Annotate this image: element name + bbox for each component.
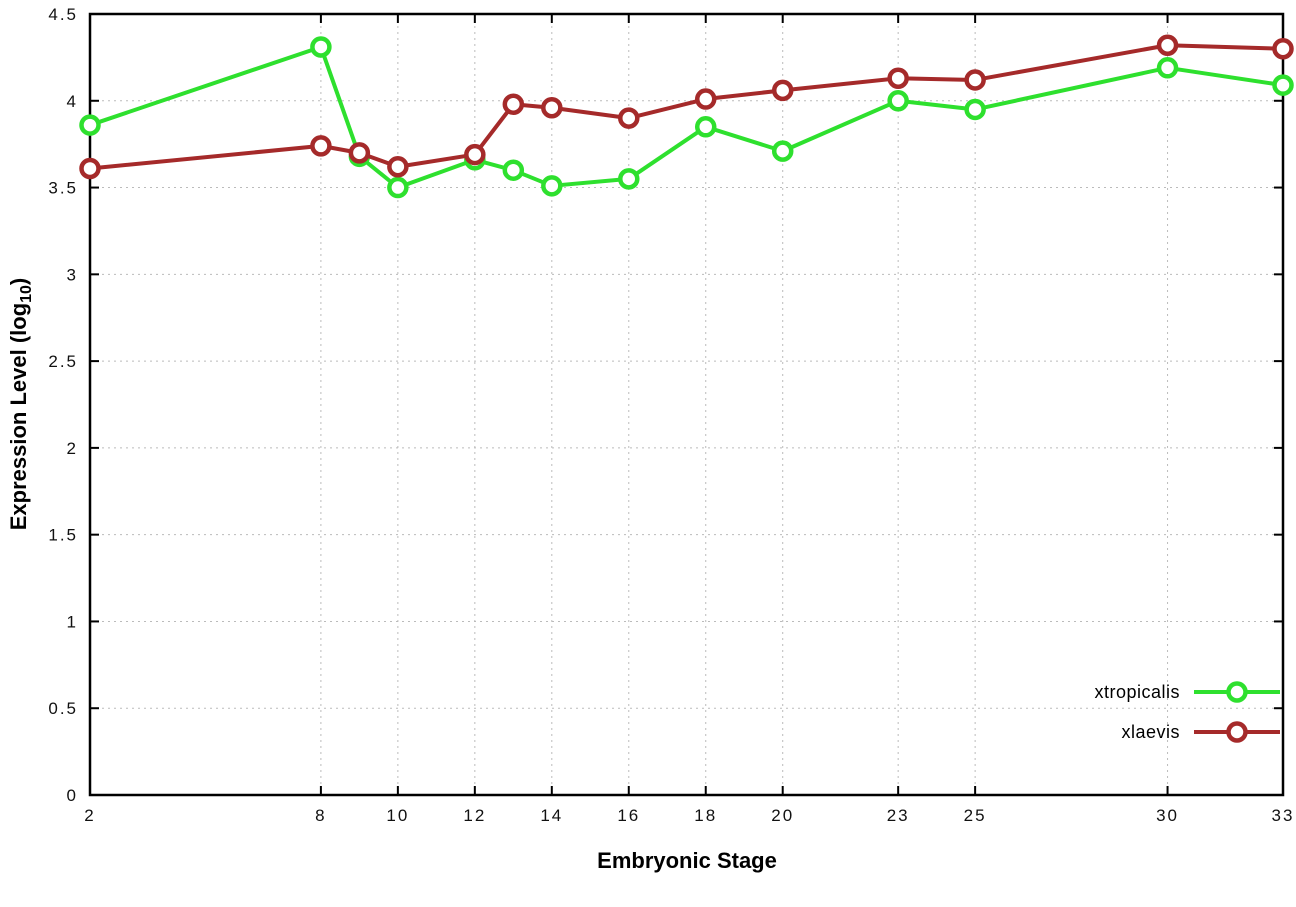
y-tick-label: 4.5	[48, 5, 78, 24]
y-axis-label-end: )	[6, 278, 31, 285]
x-tick-label: 14	[540, 806, 563, 825]
y-tick-label: 4	[67, 92, 78, 111]
data-series	[79, 34, 1294, 199]
series-line-xtropicalis	[88, 44, 1285, 190]
marker-xlaevis	[387, 155, 409, 178]
marker-xtropicalis	[771, 140, 794, 162]
marker-xtropicalis	[387, 176, 409, 199]
plot-border-rect	[88, 12, 1285, 797]
x-tick-label: 30	[1156, 806, 1179, 825]
marker-xlaevis	[694, 88, 717, 110]
marker-xtropicalis	[541, 175, 563, 197]
x-tick-label: 18	[694, 806, 717, 825]
y-axis-label-main: Expression Level (log	[6, 303, 31, 530]
marker-xlaevis	[618, 107, 640, 129]
legend-marker-xlaevis	[1226, 721, 1248, 743]
y-tick-label: 2.5	[48, 352, 78, 371]
marker-xtropicalis	[1156, 57, 1179, 79]
x-axis-label: Embryonic Stage	[597, 848, 777, 873]
marker-xlaevis	[771, 79, 794, 102]
axis-ticks	[89, 13, 1284, 796]
marker-xtropicalis	[79, 114, 101, 136]
marker-xlaevis	[502, 93, 525, 115]
marker-xlaevis	[887, 67, 909, 89]
marker-xtropicalis	[310, 36, 332, 58]
x-tick-label: 12	[463, 806, 486, 825]
marker-xlaevis	[541, 96, 563, 119]
y-tick-label: 0.5	[48, 699, 78, 718]
plot-border	[88, 12, 1285, 797]
legend-marker-xtropicalis	[1226, 681, 1248, 703]
marker-xtropicalis	[887, 90, 909, 112]
axis-tick-labels: 2 8 10 12 14 16 18 20 23 25 30 33 0 0.5 1 1.5 2 2.5 3 3.5 4 4…	[48, 5, 1295, 825]
y-tick-label: 3	[67, 265, 78, 284]
y-axis-label-subscript: 10	[18, 285, 35, 303]
x-tick-label: 25	[964, 806, 987, 825]
grid	[89, 13, 1284, 796]
x-tick-label: 2	[84, 806, 95, 825]
y-tick-label: 2	[67, 439, 78, 458]
x-tick-label: 23	[887, 806, 910, 825]
marker-xlaevis	[1156, 34, 1179, 56]
x-tick-label: 8	[315, 806, 326, 825]
y-axis-label: Expression Level (log10)	[6, 278, 35, 531]
x-tick-label: 33	[1272, 806, 1295, 825]
marker-xlaevis	[1272, 37, 1294, 60]
marker-xtropicalis	[618, 168, 640, 190]
y-tick-label: 1	[67, 612, 78, 631]
marker-xlaevis	[464, 143, 486, 166]
marker-xlaevis	[310, 135, 332, 157]
marker-xlaevis	[79, 157, 101, 180]
legend: xtropicalis xlaevis	[1094, 681, 1280, 743]
marker-xtropicalis	[1272, 74, 1294, 96]
marker-xlaevis	[348, 142, 371, 164]
legend-label-xtropicalis: xtropicalis	[1094, 682, 1180, 702]
legend-label-xlaevis: xlaevis	[1121, 722, 1180, 742]
marker-xtropicalis	[502, 159, 525, 181]
marker-xtropicalis	[964, 98, 986, 121]
y-tick-label: 0	[67, 786, 78, 805]
marker-xlaevis	[964, 69, 986, 91]
y-tick-label: 3.5	[48, 179, 78, 198]
x-tick-label: 20	[771, 806, 794, 825]
marker-xtropicalis	[694, 116, 717, 138]
y-tick-label: 1.5	[48, 526, 78, 545]
x-tick-label: 16	[617, 806, 640, 825]
x-tick-label: 10	[386, 806, 409, 825]
